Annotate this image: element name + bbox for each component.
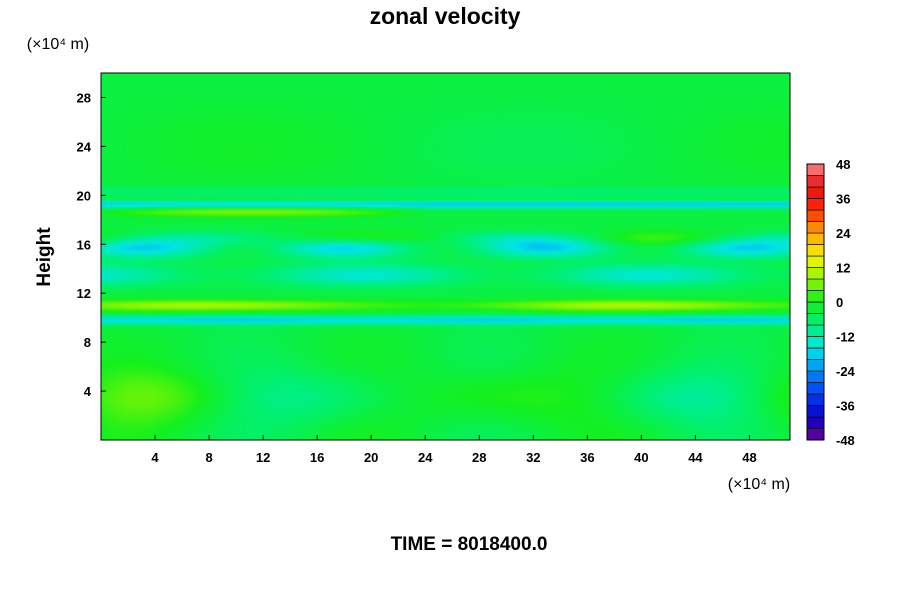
plot-frame — [100, 72, 791, 441]
y-tick-label: 20 — [77, 188, 91, 203]
colorbar-swatch — [806, 175, 825, 188]
colorbar-labels: 48 36 24 12 0 -12 -24 -36 -48 — [836, 157, 856, 448]
x-tick-label: 16 — [310, 450, 324, 465]
colorbar-swatch — [806, 359, 825, 372]
x-tick-label: 28 — [472, 450, 486, 465]
x-tick-label: 48 — [742, 450, 756, 465]
colorbar-tick-label: -48 — [836, 433, 855, 448]
x-tick-label: 24 — [418, 450, 433, 465]
colorbar-swatch — [806, 393, 825, 406]
x-tick-label: 20 — [364, 450, 378, 465]
x-axis-ticks: 4 8 12 16 20 24 28 32 36 40 44 48 — [151, 435, 757, 465]
colorbar-swatch — [806, 382, 825, 395]
plot-area — [100, 72, 791, 441]
x-tick-label: 40 — [634, 450, 648, 465]
y-axis-unit: (×10⁴ m) — [27, 36, 89, 53]
x-tick-label: 44 — [688, 450, 703, 465]
y-tick-label: 4 — [84, 384, 92, 399]
colorbar-swatch — [806, 244, 825, 257]
y-axis-ticks: 4 8 12 16 20 24 28 — [77, 90, 106, 399]
colorbar-tick-label: 48 — [836, 157, 850, 172]
colorbar-tick-label: 24 — [836, 226, 851, 241]
colorbar-tick-label: 0 — [836, 295, 843, 310]
colorbar-tick-label: 36 — [836, 192, 850, 207]
y-tick-label: 12 — [77, 286, 91, 301]
y-tick-label: 16 — [77, 237, 91, 252]
colorbar-swatch — [806, 347, 825, 360]
velocity-heatmap — [101, 73, 790, 440]
colorbar-tick-label: -24 — [836, 364, 856, 379]
colorbar-swatch — [806, 313, 825, 326]
colorbar-swatch — [806, 278, 825, 291]
x-tick-label: 12 — [256, 450, 270, 465]
x-tick-label: 4 — [151, 450, 159, 465]
x-axis-unit: (×10⁴ m) — [728, 476, 790, 493]
colorbar — [806, 163, 825, 441]
colorbar-frame — [806, 163, 825, 441]
colorbar-swatch — [806, 198, 825, 211]
x-tick-label: 32 — [526, 450, 540, 465]
colorbar-swatch — [806, 209, 825, 222]
colorbar-swatch — [806, 186, 825, 199]
colorbar-swatch — [806, 370, 825, 383]
colorbar-swatch — [806, 232, 825, 245]
colorbar-swatch — [806, 324, 825, 337]
colorbar-tick-label: 12 — [836, 261, 850, 276]
colorbar-swatch — [806, 336, 825, 349]
colorbar-tick-label: -36 — [836, 399, 855, 414]
colorbar-swatch — [806, 428, 825, 441]
colorbar-swatch — [806, 416, 825, 429]
y-axis-label: Height — [34, 227, 55, 287]
y-tick-label: 24 — [77, 139, 92, 154]
colorbar-swatch — [806, 255, 825, 268]
y-tick-label: 28 — [77, 90, 91, 105]
x-tick-label: 8 — [205, 450, 212, 465]
colorbar-swatch — [806, 221, 825, 234]
colorbar-swatch — [806, 301, 825, 314]
time-label: TIME = 8018400.0 — [391, 534, 548, 555]
colorbar-swatch — [806, 267, 825, 280]
colorbar-swatch — [806, 405, 825, 418]
colorbar-swatch — [806, 163, 825, 176]
colorbar-swatch — [806, 290, 825, 303]
y-tick-label: 8 — [84, 335, 91, 350]
x-tick-label: 36 — [580, 450, 594, 465]
chart-title: zonal velocity — [370, 3, 521, 29]
colorbar-tick-label: -12 — [836, 330, 855, 345]
